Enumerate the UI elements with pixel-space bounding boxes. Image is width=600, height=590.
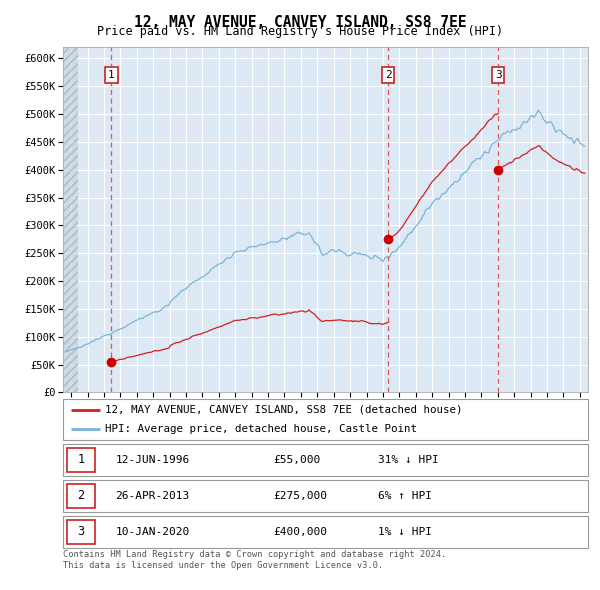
Text: 2: 2: [77, 489, 85, 503]
Text: 3: 3: [495, 70, 502, 80]
Text: Contains HM Land Registry data © Crown copyright and database right 2024.
This d: Contains HM Land Registry data © Crown c…: [63, 550, 446, 570]
Text: 1% ↓ HPI: 1% ↓ HPI: [378, 527, 432, 537]
Text: £400,000: £400,000: [273, 527, 327, 537]
Text: 1: 1: [77, 453, 85, 467]
FancyBboxPatch shape: [67, 448, 95, 472]
Text: HPI: Average price, detached house, Castle Point: HPI: Average price, detached house, Cast…: [105, 424, 417, 434]
Text: 3: 3: [77, 525, 85, 539]
Text: 12, MAY AVENUE, CANVEY ISLAND, SS8 7EE (detached house): 12, MAY AVENUE, CANVEY ISLAND, SS8 7EE (…: [105, 405, 463, 415]
Text: £55,000: £55,000: [273, 455, 320, 465]
FancyBboxPatch shape: [63, 444, 588, 476]
FancyBboxPatch shape: [63, 399, 588, 440]
FancyBboxPatch shape: [63, 480, 588, 512]
Text: 1: 1: [108, 70, 115, 80]
FancyBboxPatch shape: [67, 484, 95, 508]
Text: 12, MAY AVENUE, CANVEY ISLAND, SS8 7EE: 12, MAY AVENUE, CANVEY ISLAND, SS8 7EE: [134, 15, 466, 30]
Text: Price paid vs. HM Land Registry's House Price Index (HPI): Price paid vs. HM Land Registry's House …: [97, 25, 503, 38]
Text: 12-JUN-1996: 12-JUN-1996: [115, 455, 190, 465]
Text: £275,000: £275,000: [273, 491, 327, 501]
FancyBboxPatch shape: [67, 520, 95, 544]
Text: 31% ↓ HPI: 31% ↓ HPI: [378, 455, 439, 465]
Text: 26-APR-2013: 26-APR-2013: [115, 491, 190, 501]
Bar: [63, 47, 78, 392]
Text: 10-JAN-2020: 10-JAN-2020: [115, 527, 190, 537]
Text: 2: 2: [385, 70, 392, 80]
Text: 6% ↑ HPI: 6% ↑ HPI: [378, 491, 432, 501]
FancyBboxPatch shape: [63, 516, 588, 548]
